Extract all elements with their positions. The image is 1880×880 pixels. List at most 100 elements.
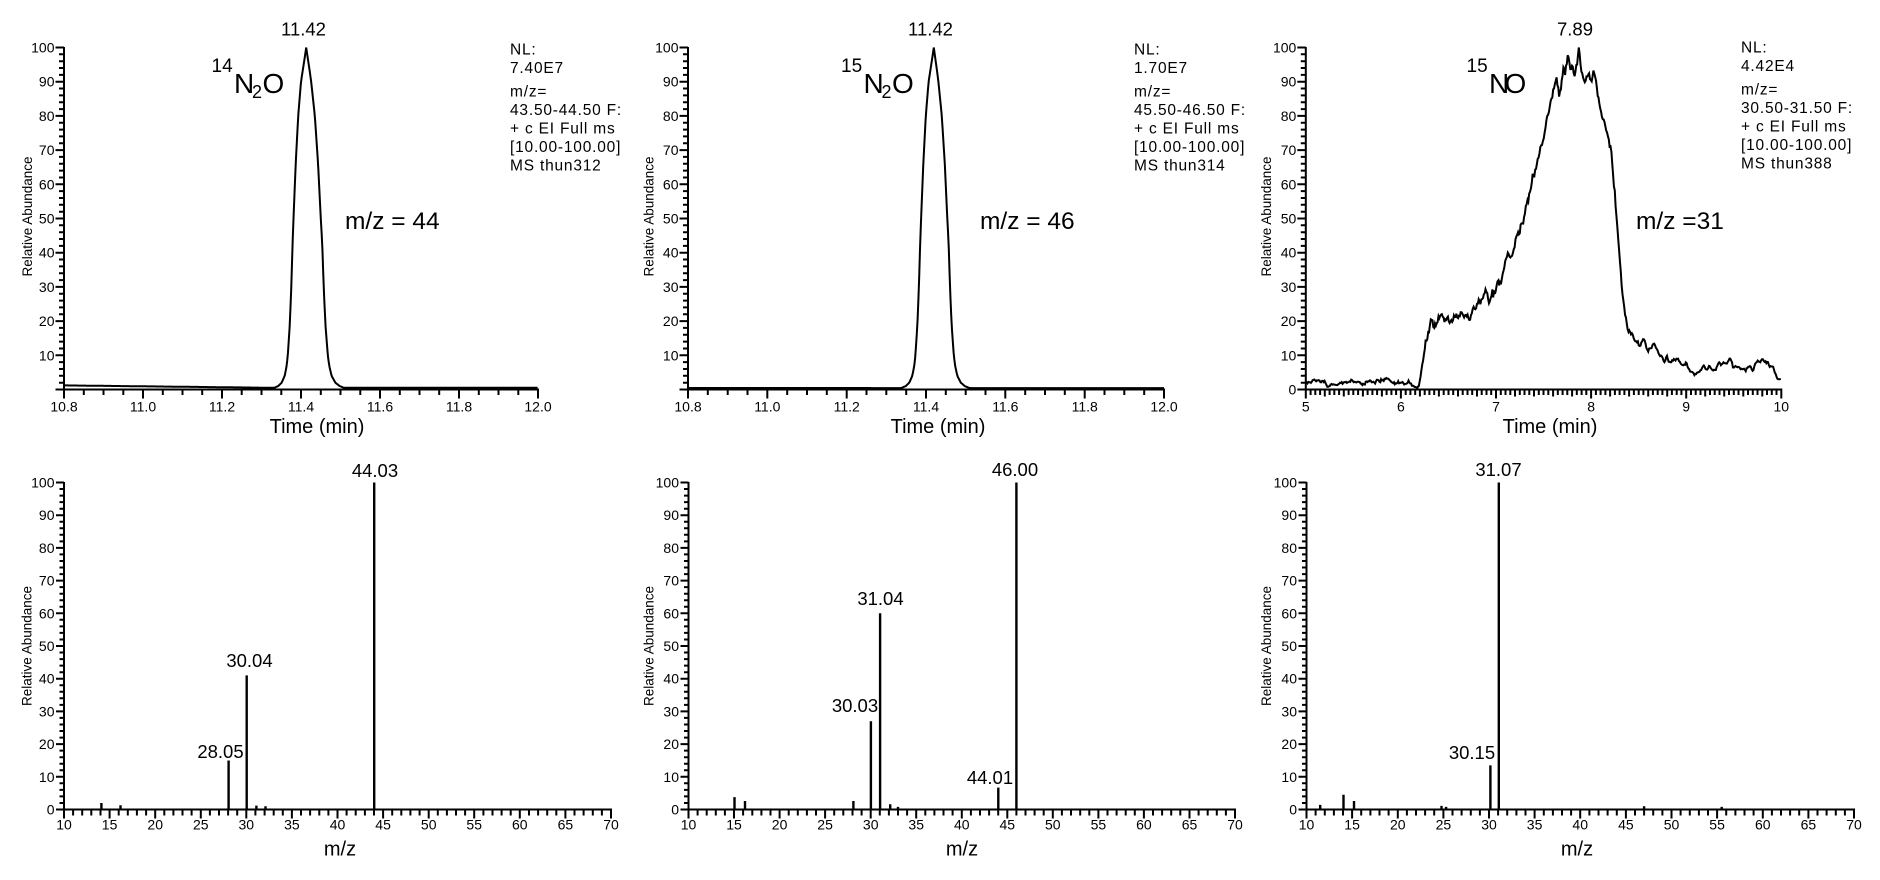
- svg-text:11.0: 11.0: [130, 399, 156, 415]
- svg-text:70: 70: [1846, 817, 1862, 833]
- svg-text:NL:: NL:: [510, 41, 537, 58]
- svg-text:60: 60: [1281, 176, 1297, 192]
- svg-text:O: O: [263, 68, 285, 99]
- svg-text:30.03: 30.03: [832, 695, 878, 716]
- svg-text:m/z=: m/z=: [510, 84, 547, 101]
- svg-text:80: 80: [663, 540, 679, 556]
- svg-text:25: 25: [193, 817, 209, 833]
- svg-text:30.15: 30.15: [1449, 742, 1495, 763]
- svg-text:11.42: 11.42: [281, 19, 326, 40]
- svg-text:70: 70: [39, 142, 55, 158]
- svg-text:35: 35: [284, 817, 300, 833]
- svg-text:60: 60: [39, 176, 55, 192]
- svg-text:65: 65: [558, 817, 574, 833]
- svg-text:[10.00-100.00]: [10.00-100.00]: [510, 139, 621, 156]
- svg-text:Relative Abundance: Relative Abundance: [1259, 586, 1274, 706]
- svg-text:Relative Abundance: Relative Abundance: [20, 156, 35, 276]
- svg-text:60: 60: [1755, 817, 1771, 833]
- svg-text:50: 50: [39, 211, 55, 227]
- svg-text:11.4: 11.4: [288, 399, 314, 415]
- svg-text:70: 70: [1281, 142, 1297, 158]
- svg-text:35: 35: [1527, 817, 1543, 833]
- svg-text:NL:: NL:: [1741, 40, 1768, 57]
- svg-text:30: 30: [39, 703, 55, 719]
- svg-text:Time (min): Time (min): [891, 416, 986, 438]
- svg-text:10.8: 10.8: [674, 399, 701, 415]
- svg-text:40: 40: [1572, 817, 1588, 833]
- svg-text:20: 20: [1281, 736, 1297, 752]
- svg-text:9: 9: [1682, 399, 1690, 415]
- svg-text:7.40E7: 7.40E7: [510, 60, 564, 77]
- svg-text:12.0: 12.0: [1150, 399, 1177, 415]
- svg-text:65: 65: [1182, 817, 1198, 833]
- svg-text:90: 90: [1281, 74, 1297, 90]
- svg-text:25: 25: [817, 817, 833, 833]
- svg-text:11.6: 11.6: [992, 399, 1018, 415]
- svg-text:65: 65: [1801, 817, 1817, 833]
- svg-text:10: 10: [1774, 399, 1790, 415]
- svg-text:50: 50: [1281, 211, 1297, 227]
- svg-text:10: 10: [1281, 769, 1297, 785]
- svg-text:m/z = 44: m/z = 44: [345, 208, 440, 235]
- svg-text:10: 10: [1281, 347, 1297, 363]
- svg-text:N: N: [864, 68, 884, 99]
- svg-text:20: 20: [663, 736, 679, 752]
- svg-text:31.04: 31.04: [857, 588, 903, 609]
- svg-text:90: 90: [39, 507, 55, 523]
- svg-text:MS thun388: MS thun388: [1741, 156, 1833, 173]
- svg-text:10.8: 10.8: [50, 399, 77, 415]
- svg-text:11.2: 11.2: [834, 399, 860, 415]
- svg-text:30: 30: [239, 817, 255, 833]
- svg-text:Relative Abundance: Relative Abundance: [642, 156, 657, 276]
- svg-text:45: 45: [1000, 817, 1016, 833]
- svg-text:12.0: 12.0: [524, 399, 551, 415]
- svg-text:m/z=: m/z=: [1134, 84, 1171, 101]
- svg-text:20: 20: [1390, 817, 1406, 833]
- svg-text:Relative Abundance: Relative Abundance: [642, 586, 657, 706]
- svg-text:10: 10: [39, 769, 55, 785]
- svg-text:2: 2: [252, 82, 262, 102]
- svg-text:[10.00-100.00]: [10.00-100.00]: [1741, 137, 1852, 154]
- svg-text:15: 15: [1467, 56, 1488, 77]
- svg-text:0: 0: [47, 802, 55, 818]
- svg-text:100: 100: [1274, 475, 1298, 491]
- svg-text:Time (min): Time (min): [270, 416, 365, 438]
- svg-text:30: 30: [663, 279, 679, 295]
- svg-text:40: 40: [330, 817, 346, 833]
- svg-text:40: 40: [39, 671, 55, 687]
- svg-text:20: 20: [1281, 313, 1297, 329]
- svg-text:31.07: 31.07: [1475, 459, 1521, 480]
- svg-text:70: 70: [1281, 573, 1297, 589]
- svg-text:100: 100: [31, 40, 55, 56]
- svg-text:[10.00-100.00]: [10.00-100.00]: [1134, 139, 1245, 156]
- svg-text:4.42E4: 4.42E4: [1741, 58, 1795, 75]
- svg-text:+ c EI Full ms: + c EI Full ms: [1134, 121, 1240, 138]
- svg-text:50: 50: [1664, 817, 1680, 833]
- svg-text:50: 50: [1045, 817, 1061, 833]
- svg-text:2: 2: [882, 82, 892, 102]
- svg-text:0: 0: [1289, 382, 1297, 398]
- svg-text:60: 60: [663, 176, 679, 192]
- svg-text:15: 15: [1344, 817, 1360, 833]
- svg-text:30.04: 30.04: [226, 650, 272, 671]
- svg-text:+ c EI Full ms: + c EI Full ms: [510, 121, 616, 138]
- svg-text:m/z=: m/z=: [1741, 82, 1778, 99]
- svg-text:Relative Abundance: Relative Abundance: [1259, 156, 1274, 276]
- svg-text:m/z: m/z: [1561, 839, 1593, 861]
- svg-text:30: 30: [863, 817, 879, 833]
- svg-text:10: 10: [681, 817, 697, 833]
- svg-text:80: 80: [39, 540, 55, 556]
- svg-text:50: 50: [1281, 638, 1297, 654]
- svg-text:NL:: NL:: [1134, 41, 1161, 58]
- svg-text:40: 40: [663, 671, 679, 687]
- svg-text:m/z = 46: m/z = 46: [980, 208, 1075, 235]
- svg-text:70: 70: [1227, 817, 1243, 833]
- svg-text:60: 60: [663, 605, 679, 621]
- svg-text:28.05: 28.05: [197, 741, 243, 762]
- svg-text:7: 7: [1492, 399, 1500, 415]
- svg-text:100: 100: [1273, 40, 1297, 56]
- svg-text:m/z =31: m/z =31: [1636, 208, 1724, 235]
- svg-text:6: 6: [1397, 399, 1405, 415]
- svg-text:46.00: 46.00: [992, 459, 1038, 480]
- svg-text:80: 80: [39, 108, 55, 124]
